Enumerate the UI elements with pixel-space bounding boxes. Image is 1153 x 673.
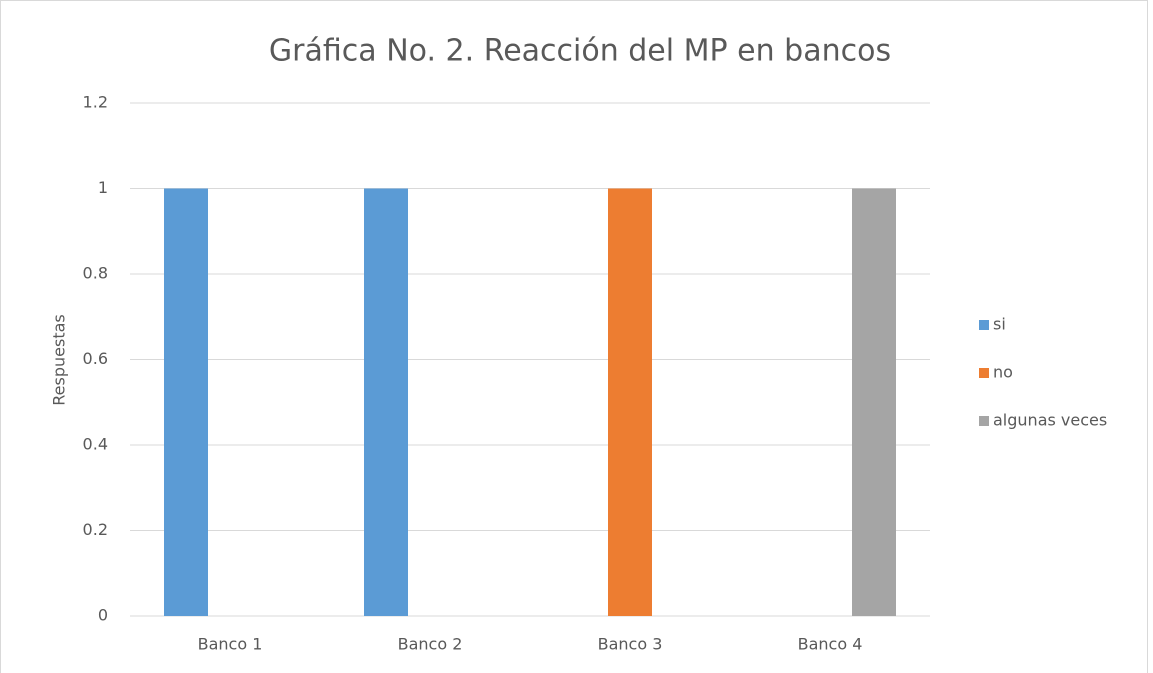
y-tick-label: 1.2 xyxy=(83,93,108,112)
legend-swatch xyxy=(979,368,989,378)
x-tick-label: Banco 3 xyxy=(598,635,663,654)
y-tick-label: 1 xyxy=(98,178,108,197)
legend-swatch xyxy=(979,416,989,426)
x-tick-label: Banco 1 xyxy=(198,635,263,654)
legend-label: no xyxy=(993,363,1013,382)
x-tick-label: Banco 4 xyxy=(798,635,863,654)
bar xyxy=(608,188,652,616)
chart-title: Gráfica No. 2. Reacción del MP en bancos xyxy=(269,34,891,69)
bar xyxy=(852,188,896,616)
y-tick-label: 0.4 xyxy=(83,435,108,454)
y-tick-label: 0.2 xyxy=(83,520,108,539)
y-tick-label: 0 xyxy=(98,606,108,625)
legend-label: algunas veces xyxy=(993,411,1107,430)
legend-label: si xyxy=(993,315,1006,334)
y-axis-label: Respuestas xyxy=(50,314,69,405)
legend-swatch xyxy=(979,320,989,330)
y-tick-label: 0.8 xyxy=(83,264,108,283)
y-tick-label: 0.6 xyxy=(83,349,108,368)
x-tick-label: Banco 2 xyxy=(398,635,463,654)
bar xyxy=(364,188,408,616)
bar xyxy=(164,188,208,616)
